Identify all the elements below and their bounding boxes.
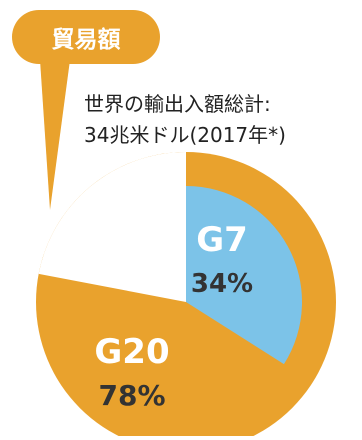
trade-badge-label: 貿易額 — [52, 26, 121, 53]
slice-label-g20-value: 78% — [98, 379, 165, 412]
chart-title-line1: 世界の輸出入額総計: — [84, 92, 271, 116]
pie-labels: G7 34% G20 78% — [94, 220, 253, 412]
trade-badge-bubble — [12, 10, 160, 64]
trade-badge: 貿易額 — [12, 10, 160, 210]
chart-title-line2: 34兆米ドル(2017年*) — [84, 123, 286, 147]
pie-slice-g7 — [186, 186, 302, 365]
trade-badge-pointer — [40, 60, 70, 210]
pie-slice-remainder — [38, 152, 186, 302]
pie-slices — [36, 152, 336, 440]
slice-label-g20-name: G20 — [94, 332, 169, 372]
chart-title: 世界の輸出入額総計: 34兆米ドル(2017年*) — [84, 89, 286, 151]
slice-label-g7-value: 34% — [191, 269, 253, 299]
slice-label-g7-name: G7 — [196, 220, 248, 260]
